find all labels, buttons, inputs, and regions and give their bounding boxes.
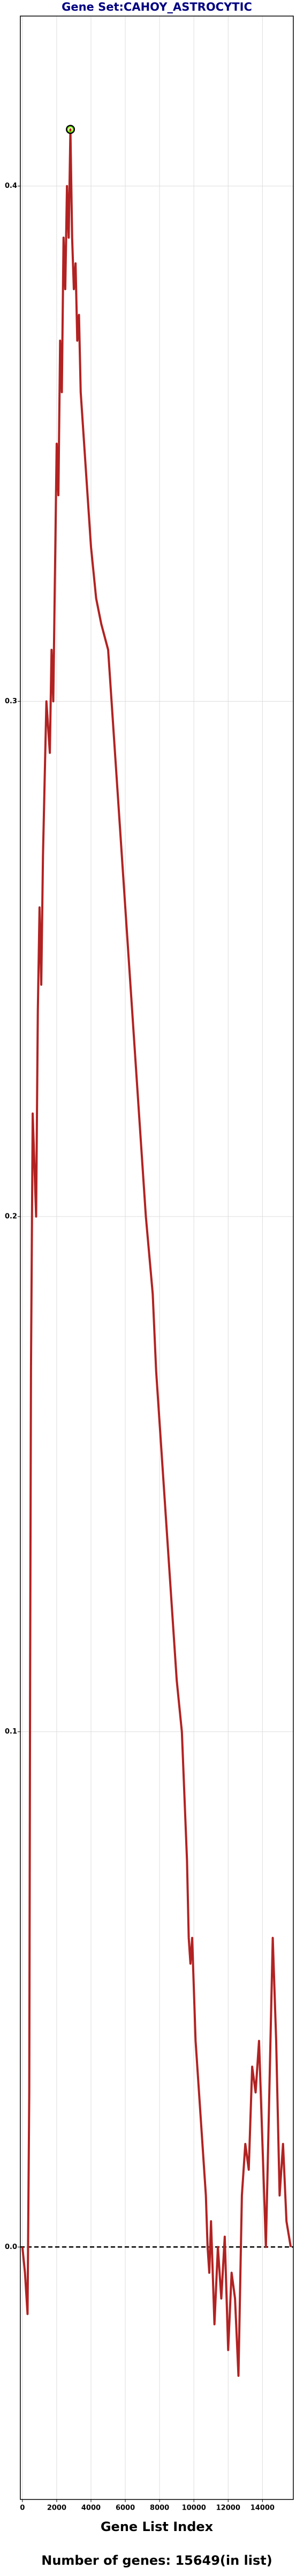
x-axis-label: Gene List Index [101, 2519, 214, 2534]
x-tick-label: 14000 [251, 2504, 275, 2512]
y-tick-label: 0.1 [5, 1728, 17, 1736]
y-tick-label: 0.3 [5, 697, 17, 705]
y-tick-label: 0.4 [5, 182, 17, 190]
peak-marker-inner [67, 126, 74, 133]
y-tick-label: 0.2 [5, 1212, 17, 1220]
annotation: Number of genes: 15649(in list) [41, 2553, 272, 2568]
x-tick-label: 2000 [47, 2504, 66, 2512]
enrichment-line [21, 128, 292, 2377]
x-tick-label: 12000 [216, 2504, 240, 2512]
x-tick-label: 10000 [182, 2504, 206, 2512]
y-tick-label: 0.0 [5, 2243, 17, 2251]
plot-frame [20, 16, 294, 2500]
x-tick-label: 4000 [81, 2504, 101, 2512]
peak-marker [66, 125, 75, 134]
x-tick-label: 0 [20, 2504, 25, 2512]
chart-title: Gene Set:CAHOY_ASTROCYTIC [62, 1, 252, 13]
x-tick-label: 6000 [116, 2504, 135, 2512]
x-tick-label: 8000 [150, 2504, 169, 2512]
